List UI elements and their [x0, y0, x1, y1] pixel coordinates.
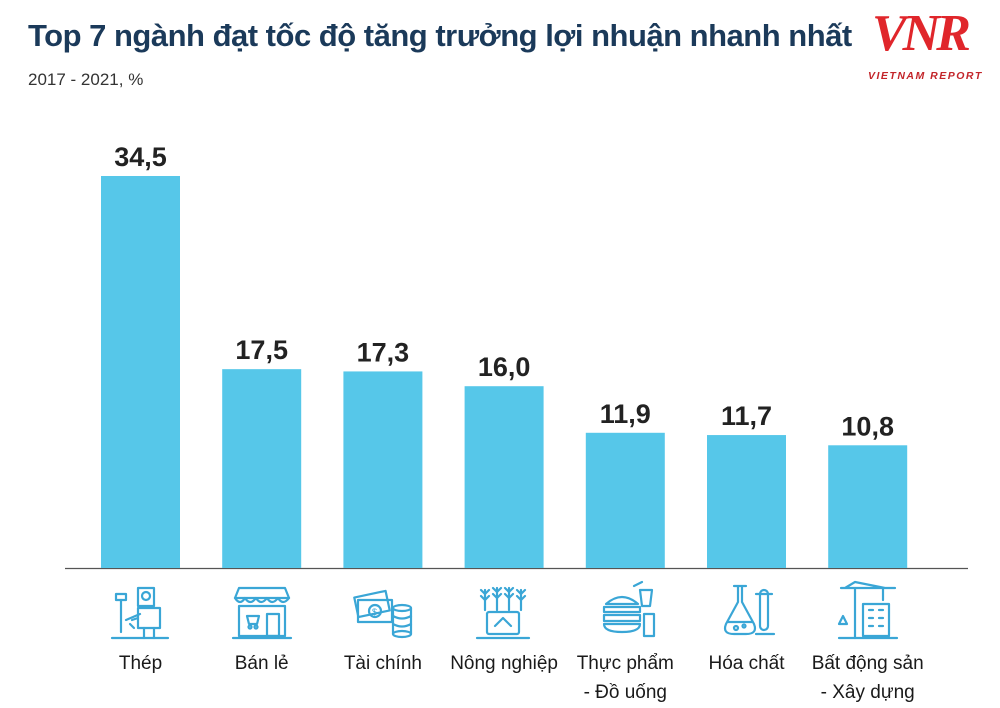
bar-1 — [222, 369, 302, 568]
bar-chart: 34,5 17,5 17,3 16,0 11,9 11,7 10,8 — [65, 142, 968, 570]
money-icon: $ — [348, 580, 418, 642]
x-tick-label-5: Hóa chất — [708, 653, 785, 674]
flask-icon — [712, 580, 782, 642]
data-label-0: 34,5 — [114, 142, 167, 172]
x-tick-label-0: Thép — [118, 653, 163, 674]
welder-icon — [106, 580, 176, 642]
data-label-1: 17,5 — [235, 335, 288, 365]
x-tick-label-6: Bất động sản - Xây dựng — [811, 653, 924, 703]
bar-4 — [585, 432, 665, 568]
bar-2 — [343, 371, 423, 568]
data-label-5: 11,7 — [721, 401, 772, 431]
chart-title: Top 7 ngành đạt tốc độ tăng trưởng lợi n… — [28, 18, 852, 53]
wheat-icon — [469, 580, 539, 642]
crane-building-icon — [833, 580, 903, 642]
bar-5 — [707, 435, 786, 568]
logo-text: VIETNAM REPORT — [868, 70, 983, 82]
data-label-2: 17,3 — [357, 337, 410, 367]
bar-0 — [101, 176, 180, 568]
x-tick-label-3: Nông nghiệp — [450, 653, 558, 674]
x-tick-label-1: Bán lẻ — [234, 653, 289, 674]
svg-text:$: $ — [372, 607, 377, 617]
bar-6 — [828, 445, 908, 568]
x-tick-label-2: Tài chính — [343, 653, 422, 674]
vietnam-report-logo: VNR VIETNAM REPORT — [868, 4, 1000, 86]
bar-3 — [464, 386, 544, 568]
data-label-4: 11,9 — [600, 399, 651, 429]
data-label-3: 16,0 — [478, 352, 531, 382]
chart-subtitle: 2017 - 2021, % — [28, 70, 144, 89]
logo-mark: VNR — [872, 5, 971, 62]
data-label-6: 10,8 — [841, 411, 894, 441]
burger-drink-icon — [590, 580, 660, 642]
storefront-icon — [227, 580, 297, 642]
x-tick-label-4: Thực phẩm - Đồ uống — [576, 653, 674, 703]
